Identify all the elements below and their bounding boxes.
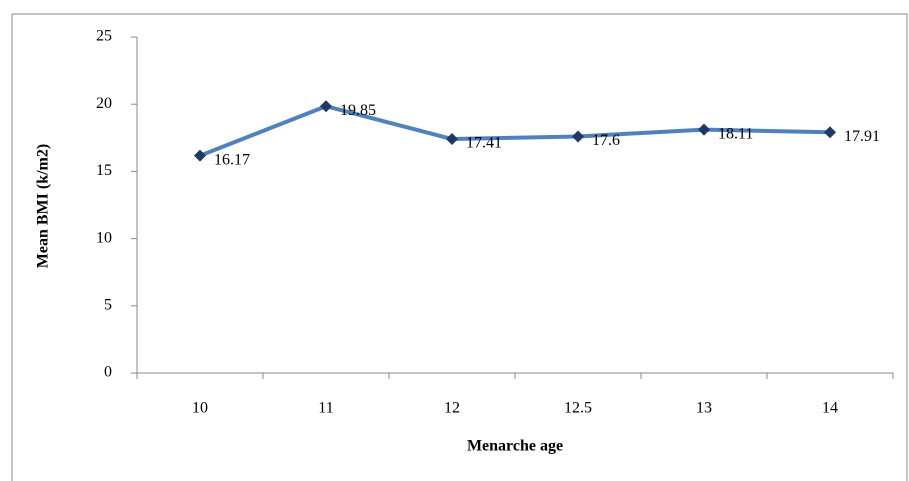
- x-tick-label: 10: [192, 400, 208, 417]
- data-line: [199, 104, 831, 158]
- y-tick-label: 25: [96, 28, 112, 45]
- y-axis-title: Mean BMI (k/m2): [35, 144, 52, 268]
- data-label: 17.41: [466, 135, 502, 152]
- data-label: 17.91: [844, 128, 880, 145]
- marker: [320, 100, 332, 113]
- y-tick-label: 5: [104, 296, 112, 313]
- x-tick-label: 13: [696, 400, 712, 417]
- y-tick-label: 0: [104, 364, 112, 381]
- x-tick-label: 12: [444, 400, 460, 417]
- marker: [824, 126, 836, 139]
- x-tick-label: 12.5: [564, 400, 592, 417]
- marker: [446, 133, 458, 146]
- chart-frame: [11, 13, 908, 481]
- y-tick-label: 20: [96, 95, 112, 112]
- data-label: 18.11: [718, 125, 753, 142]
- x-axis-title: Menarche age: [467, 438, 563, 455]
- data-label: 17.6: [592, 132, 620, 149]
- y-tick-label: 15: [96, 162, 112, 179]
- marker: [194, 149, 206, 162]
- x-tick-label: 11: [318, 400, 333, 417]
- y-tick-label: 10: [96, 229, 112, 246]
- data-label: 16.17: [214, 151, 250, 168]
- marker: [698, 123, 710, 136]
- data-label: 19.85: [340, 102, 376, 119]
- x-tick-label: 14: [822, 400, 838, 417]
- marker: [572, 130, 584, 143]
